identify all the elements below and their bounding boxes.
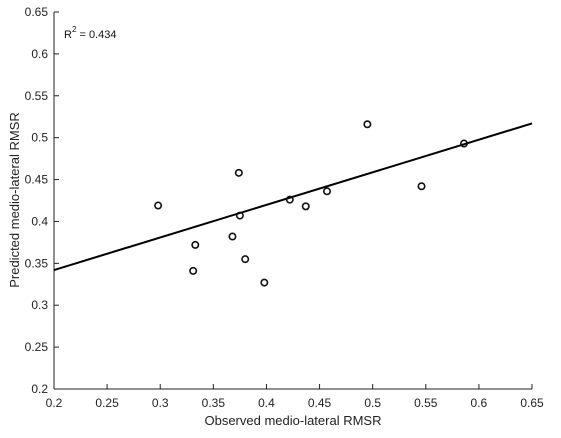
data-point (460, 139, 469, 148)
data-point (228, 232, 237, 241)
y-tick-label: 0.35 (25, 256, 49, 270)
y-axis-title: Predicted medio-lateral RMSR (7, 112, 22, 288)
data-point (417, 182, 426, 191)
x-tick-label: 0.65 (520, 396, 544, 410)
y-tick-label: 0.45 (25, 173, 49, 187)
y-tick-label: 0.2 (31, 382, 48, 396)
x-tick-label: 0.6 (471, 396, 488, 410)
x-tick-label: 0.45 (308, 396, 332, 410)
data-point (234, 168, 243, 177)
x-tick-label: 0.25 (95, 396, 119, 410)
r-squared-main: R (64, 29, 72, 41)
y-tick-label: 0.5 (31, 131, 48, 145)
r-squared-superscript: 2 (72, 25, 77, 34)
regression-line (53, 122, 533, 271)
data-point (189, 266, 198, 275)
data-point (363, 120, 372, 129)
fit-line-layer (53, 122, 533, 271)
data-point (235, 211, 244, 220)
x-tick-label: 0.3 (152, 396, 169, 410)
data-point (322, 187, 331, 196)
y-tick-label: 0.4 (31, 214, 48, 228)
points-layer (154, 120, 469, 287)
x-tick-label: 0.5 (364, 396, 381, 410)
data-point (260, 278, 269, 287)
data-point (241, 255, 250, 264)
x-axis-title: Observed medio-lateral RMSR (204, 413, 381, 428)
y-tick-label: 0.25 (25, 340, 49, 354)
y-tick-label: 0.55 (25, 89, 49, 103)
x-tick-label: 0.35 (202, 396, 226, 410)
y-tick-label: 0.6 (31, 47, 48, 61)
x-tick-label: 0.4 (258, 396, 275, 410)
data-point (191, 240, 200, 249)
data-point (285, 195, 294, 204)
axes-layer (53, 12, 532, 390)
x-tick-label: 0.2 (46, 396, 63, 410)
y-tick-label: 0.65 (25, 5, 49, 19)
x-tick-label: 0.55 (414, 396, 438, 410)
y-tick-label: 0.3 (31, 298, 48, 312)
data-point (301, 202, 310, 211)
ticks-layer: 0.2 0.25 0.3 0.35 0.4 0.45 0.5 0.55 0.6 0.65 0.2 0.… (25, 5, 544, 410)
r-squared-annotation: R2 = 0.434 (64, 25, 116, 41)
r-squared-value: = 0.434 (76, 29, 116, 41)
data-point (154, 201, 163, 210)
